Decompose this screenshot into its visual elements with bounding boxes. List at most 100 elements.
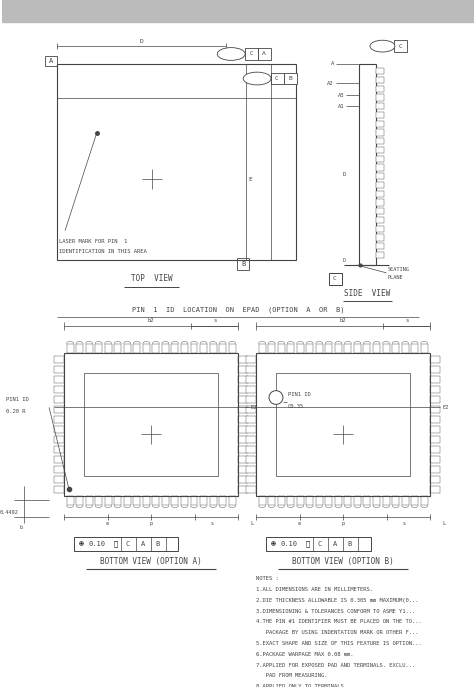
- Bar: [219, 344, 226, 353]
- Bar: [430, 456, 440, 463]
- Bar: [430, 386, 440, 393]
- Bar: [200, 495, 207, 506]
- Bar: [238, 476, 248, 483]
- Bar: [297, 344, 304, 353]
- Text: A: A: [49, 58, 53, 64]
- Bar: [383, 495, 390, 506]
- Text: C: C: [249, 52, 253, 56]
- Text: Ⓜ: Ⓜ: [306, 541, 310, 547]
- Bar: [376, 112, 384, 118]
- Bar: [325, 344, 332, 353]
- Bar: [246, 436, 256, 443]
- Bar: [246, 366, 256, 373]
- Bar: [376, 191, 384, 196]
- Bar: [376, 129, 384, 135]
- Bar: [54, 476, 64, 483]
- Text: PACKAGE BY USING INDENTATION MARK OR OTHER F...: PACKAGE BY USING INDENTATION MARK OR OTH…: [256, 630, 419, 635]
- Bar: [335, 495, 342, 506]
- Bar: [181, 344, 188, 353]
- Bar: [383, 344, 390, 353]
- Text: p: p: [149, 521, 153, 526]
- Text: D: D: [140, 39, 144, 44]
- Bar: [266, 537, 371, 550]
- Text: B: B: [241, 261, 245, 267]
- Text: A2: A2: [327, 81, 334, 86]
- Text: 7.APPLIED FOR EXPOSED PAD AND TERMINALS. EXCLU...: 7.APPLIED FOR EXPOSED PAD AND TERMINALS.…: [256, 662, 415, 668]
- Bar: [258, 48, 271, 60]
- Bar: [86, 344, 92, 353]
- Bar: [54, 386, 64, 393]
- Bar: [246, 486, 256, 493]
- Bar: [376, 121, 384, 127]
- Text: SEATING: SEATING: [387, 267, 410, 272]
- Bar: [246, 426, 256, 433]
- Bar: [376, 94, 384, 100]
- Bar: [54, 366, 64, 373]
- Bar: [238, 466, 248, 473]
- Bar: [246, 386, 256, 393]
- Text: PIN1 ID: PIN1 ID: [288, 392, 310, 397]
- Text: A: A: [140, 541, 145, 547]
- Bar: [124, 495, 131, 506]
- Bar: [246, 446, 256, 453]
- Text: 0.10: 0.10: [89, 541, 106, 547]
- Bar: [392, 344, 399, 353]
- Bar: [376, 147, 384, 153]
- Bar: [54, 396, 64, 403]
- Bar: [95, 344, 102, 353]
- Bar: [114, 495, 121, 506]
- Text: 0.20 R: 0.20 R: [6, 409, 26, 414]
- Text: PIN  1  ID  LOCATION  ON  EPAD  (OPTION  A  OR  B): PIN 1 ID LOCATION ON EPAD (OPTION A OR B…: [132, 307, 345, 313]
- Text: ⊕: ⊕: [271, 539, 275, 548]
- Bar: [430, 476, 440, 483]
- Bar: [328, 273, 342, 284]
- Text: A1: A1: [338, 104, 345, 109]
- Text: b2: b2: [148, 318, 155, 323]
- Text: b: b: [19, 525, 22, 530]
- Bar: [246, 416, 256, 423]
- Text: C0.35: C0.35: [288, 404, 304, 409]
- Bar: [394, 41, 407, 52]
- Ellipse shape: [370, 41, 395, 52]
- Text: PLANE: PLANE: [387, 275, 403, 280]
- Bar: [64, 353, 238, 495]
- Text: PAD FROM MEASURING.: PAD FROM MEASURING.: [256, 673, 328, 678]
- Text: s: s: [405, 318, 408, 323]
- Bar: [284, 73, 297, 85]
- Bar: [259, 344, 265, 353]
- Text: BOTTOM VIEW (OPTION A): BOTTOM VIEW (OPTION A): [100, 556, 202, 565]
- Bar: [54, 456, 64, 463]
- Bar: [105, 495, 112, 506]
- Bar: [143, 495, 150, 506]
- Bar: [430, 357, 440, 363]
- Bar: [238, 357, 248, 363]
- Bar: [373, 495, 380, 506]
- Bar: [287, 495, 294, 506]
- Bar: [200, 344, 207, 353]
- Bar: [210, 495, 217, 506]
- Text: E2: E2: [250, 405, 256, 410]
- Bar: [57, 64, 296, 260]
- Bar: [152, 495, 159, 506]
- Bar: [210, 344, 217, 353]
- Text: BOTTOM VIEW (OPTION B): BOTTOM VIEW (OPTION B): [292, 556, 394, 565]
- Bar: [54, 426, 64, 433]
- Bar: [172, 495, 178, 506]
- Bar: [76, 344, 83, 353]
- Text: C: C: [275, 76, 279, 81]
- Bar: [345, 495, 351, 506]
- Bar: [238, 426, 248, 433]
- Bar: [143, 344, 150, 353]
- Bar: [95, 495, 102, 506]
- Text: 1.ALL DIMENSIONS ARE IN MILLIMETERS.: 1.ALL DIMENSIONS ARE IN MILLIMETERS.: [256, 587, 373, 592]
- Bar: [430, 486, 440, 493]
- Bar: [191, 495, 198, 506]
- Bar: [276, 373, 410, 476]
- Text: C: C: [399, 44, 402, 49]
- Bar: [376, 199, 384, 205]
- Bar: [411, 495, 418, 506]
- Bar: [54, 376, 64, 383]
- Bar: [246, 406, 256, 413]
- Bar: [133, 495, 140, 506]
- Bar: [238, 436, 248, 443]
